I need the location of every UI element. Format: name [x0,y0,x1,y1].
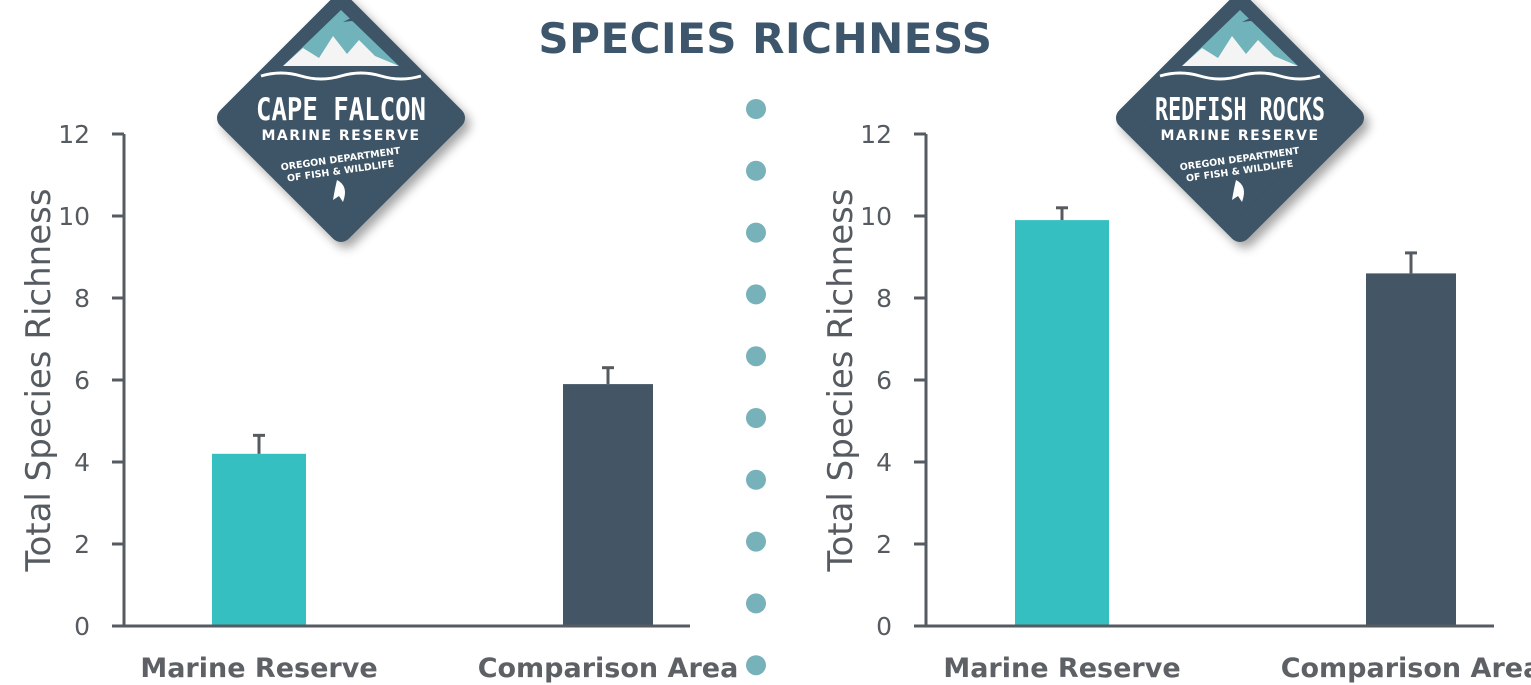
y-tick-label: 4 [876,448,892,477]
bird-icon [1242,18,1258,22]
x-category-label: Comparison Area [478,653,739,684]
fish-icon [333,180,345,202]
logo-wave [260,71,422,81]
logo-reserve-name: REDFISH ROCKS [1155,92,1325,128]
y-tick-label: 6 [876,366,892,395]
cape-falcon-chart: 0 2 4 6 8 10 12 Total Species Richness Marine Re… [19,0,739,684]
x-category-label: Marine Reserve [140,653,377,684]
y-axis-label: Total Species Richness [821,188,861,572]
divider-dot [746,346,766,367]
divider-dot [746,160,766,181]
y-tick-label: 12 [860,120,892,149]
y-tick-label: 6 [74,366,90,395]
logo-wave [1159,71,1321,81]
logo-subtitle: MARINE RESERVE [1160,128,1319,144]
divider-dot [746,593,766,614]
y-tick-label: 8 [74,284,90,313]
divider-dot [746,99,766,119]
logo-rocks [1182,36,1298,66]
divider-dot [746,531,766,552]
redfish-rocks-chart: 0 2 4 6 8 10 12 Total Species Richness Marine Re… [821,0,1531,684]
logo-reserve-name: CAPE FALCON [256,92,426,128]
divider-dot [746,469,766,490]
y-tick-label: 10 [58,202,90,231]
y-axis-label: Total Species Richness [19,188,59,572]
y-tick-label: 0 [74,612,90,641]
logo-rocks [283,36,399,66]
logo-subtitle: MARINE RESERVE [261,128,420,144]
fish-icon [1232,180,1244,202]
y-tick-label: 2 [74,530,90,559]
divider-dot [746,222,766,243]
y-tick-label: 0 [876,612,892,641]
bar-comparison-area [1366,273,1456,625]
y-tick-label: 12 [58,120,90,149]
logo-badge-shape [1116,0,1364,242]
logo-badge-shape [217,0,465,242]
bar-comparison-area [563,384,653,625]
divider-dots [746,99,766,676]
divider-dot [746,408,766,428]
x-category-label: Marine Reserve [943,653,1180,684]
bar-marine-reserve [1015,220,1109,625]
y-tick-label: 8 [876,284,892,313]
divider-dot [746,284,766,305]
bar-marine-reserve [212,453,306,625]
page-title: SPECIES RICHNESS [538,14,993,63]
y-tick-label: 10 [860,202,892,231]
x-category-label: Comparison Area [1281,653,1531,684]
y-tick-label: 4 [74,448,90,477]
divider-dot [746,655,766,676]
y-tick-label: 2 [876,530,892,559]
bird-icon [343,18,359,22]
